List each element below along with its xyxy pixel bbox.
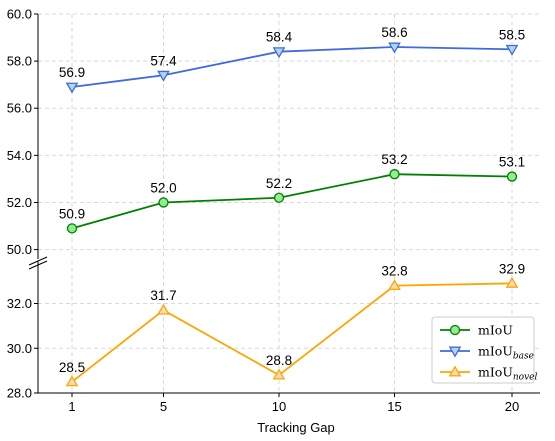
- x-axis-title: Tracking Gap: [257, 420, 335, 435]
- data-label-miou-novel: 28.5: [59, 360, 85, 375]
- axis-break-mark: [28, 256, 48, 266]
- data-label-miou: 52.0: [150, 180, 176, 195]
- series-miou-novel: [65, 276, 519, 387]
- data-labels: 50.9 52.0 52.2 53.2 53.1 56.9 57.4 58.4 58.6 58.5…: [59, 25, 525, 375]
- y-tick-label-upper: 60.0: [7, 7, 32, 22]
- data-point-miou: [66, 223, 78, 234]
- legend-label-subscript: novel: [513, 373, 538, 383]
- y-tick-label-upper: 54.0: [7, 148, 32, 163]
- data-point-miou-base: [157, 70, 170, 82]
- x-tick-label: 15: [387, 399, 401, 414]
- y-tick-label-lower: 30.0: [7, 341, 32, 356]
- data-point-miou: [506, 171, 518, 182]
- data-point-miou-base: [272, 47, 286, 59]
- series-layer: [65, 42, 519, 387]
- legend-marker-miou-novel: [448, 365, 462, 377]
- y-tick-label-lower: 28.0: [7, 386, 32, 401]
- data-point-miou-novel: [272, 368, 286, 380]
- data-point-miou: [273, 192, 285, 203]
- data-label-miou-base: 58.4: [266, 30, 293, 45]
- data-label-miou-base: 58.6: [381, 25, 407, 40]
- data-point-miou-novel: [157, 303, 170, 315]
- data-point-miou-base: [388, 42, 401, 54]
- axes: 50.052.054.056.058.060.028.030.032.01 5 10…: [7, 7, 540, 414]
- data-label-miou-base: 56.9: [59, 65, 85, 80]
- data-label-miou: 53.2: [381, 152, 407, 167]
- y-tick-label-upper: 52.0: [7, 195, 32, 210]
- legend-marker-miou-base: [448, 346, 462, 358]
- series-miou-base: [65, 42, 519, 94]
- data-point-miou: [158, 197, 169, 208]
- data-point-miou-novel: [388, 279, 401, 291]
- data-point-miou-novel: [65, 375, 79, 387]
- data-label-miou: 52.2: [266, 176, 292, 191]
- legend-label-miou: mIoU: [478, 323, 513, 338]
- x-tick-label: 5: [160, 399, 167, 414]
- data-point-miou-base: [505, 44, 519, 56]
- y-tick-label-lower: 32.0: [7, 296, 32, 311]
- data-point-miou-novel: [505, 276, 519, 288]
- axis-break-mark: [28, 260, 48, 270]
- x-tick-label: 10: [272, 399, 286, 414]
- x-tick-label: 20: [505, 399, 519, 414]
- legend-marker-miou: [449, 324, 461, 336]
- data-label-miou-novel: 32.8: [381, 264, 407, 279]
- y-tick-label-upper: 58.0: [7, 54, 32, 69]
- y-tick-label-upper: 50.0: [7, 242, 32, 257]
- y-tick-label-upper: 56.0: [7, 101, 32, 116]
- data-point-miou: [389, 169, 400, 180]
- data-label-miou-novel: 31.7: [150, 288, 176, 303]
- data-label-miou: 53.1: [499, 155, 525, 170]
- data-label-miou-base: 58.5: [499, 27, 525, 42]
- legend-label-subscript: base: [513, 352, 534, 362]
- data-label-miou-novel: 32.9: [499, 261, 525, 276]
- series-line-miou-base: [71, 46, 513, 88]
- data-label-miou-novel: 28.8: [266, 353, 292, 368]
- series-miou: [66, 169, 518, 234]
- x-tick-label: 1: [68, 399, 75, 414]
- data-label-miou: 50.9: [59, 206, 85, 221]
- data-label-miou-base: 57.4: [150, 53, 177, 68]
- data-point-miou-base: [65, 82, 79, 94]
